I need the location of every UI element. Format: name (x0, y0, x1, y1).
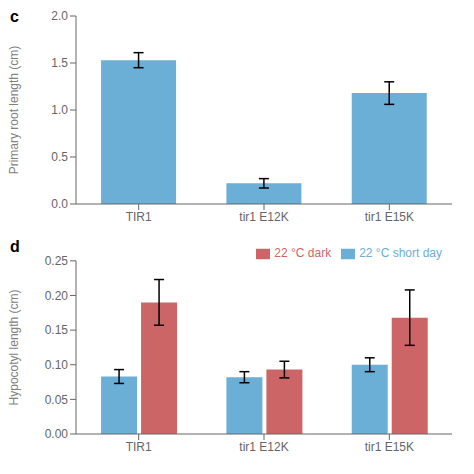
svg-text:1.5: 1.5 (51, 56, 68, 70)
svg-text:Hypocotyl length (cm): Hypocotyl length (cm) (8, 289, 21, 405)
svg-text:Primary root length (cm): Primary root length (cm) (8, 46, 21, 175)
svg-text:2.0: 2.0 (51, 9, 68, 23)
svg-text:1.0: 1.0 (51, 103, 68, 117)
svg-text:0.20: 0.20 (45, 289, 69, 303)
svg-text:TIR1: TIR1 (126, 210, 152, 224)
html-text:22 °C dark: 22 °C dark (274, 246, 332, 260)
svg-text:0.10: 0.10 (45, 358, 69, 372)
svg-text:tir1 E12K: tir1 E12K (239, 440, 288, 454)
svg-text:0.25: 0.25 (45, 254, 69, 268)
svg-text:0.00: 0.00 (45, 427, 69, 441)
html-text:22 °C short day: 22 °C short day (359, 246, 442, 260)
html-text:c: c (10, 8, 19, 25)
svg-text:TIR1: TIR1 (126, 440, 152, 454)
html-text:d: d (10, 238, 20, 255)
svg-text:0.5: 0.5 (51, 150, 68, 164)
svg-text:0.0: 0.0 (51, 197, 68, 211)
svg-text:tir1 E15K: tir1 E15K (365, 210, 414, 224)
svg-text:tir1 E15K: tir1 E15K (365, 440, 414, 454)
svg-text:0.15: 0.15 (45, 323, 69, 337)
svg-text:0.05: 0.05 (45, 393, 69, 407)
svg-text:tir1 E12K: tir1 E12K (239, 210, 288, 224)
